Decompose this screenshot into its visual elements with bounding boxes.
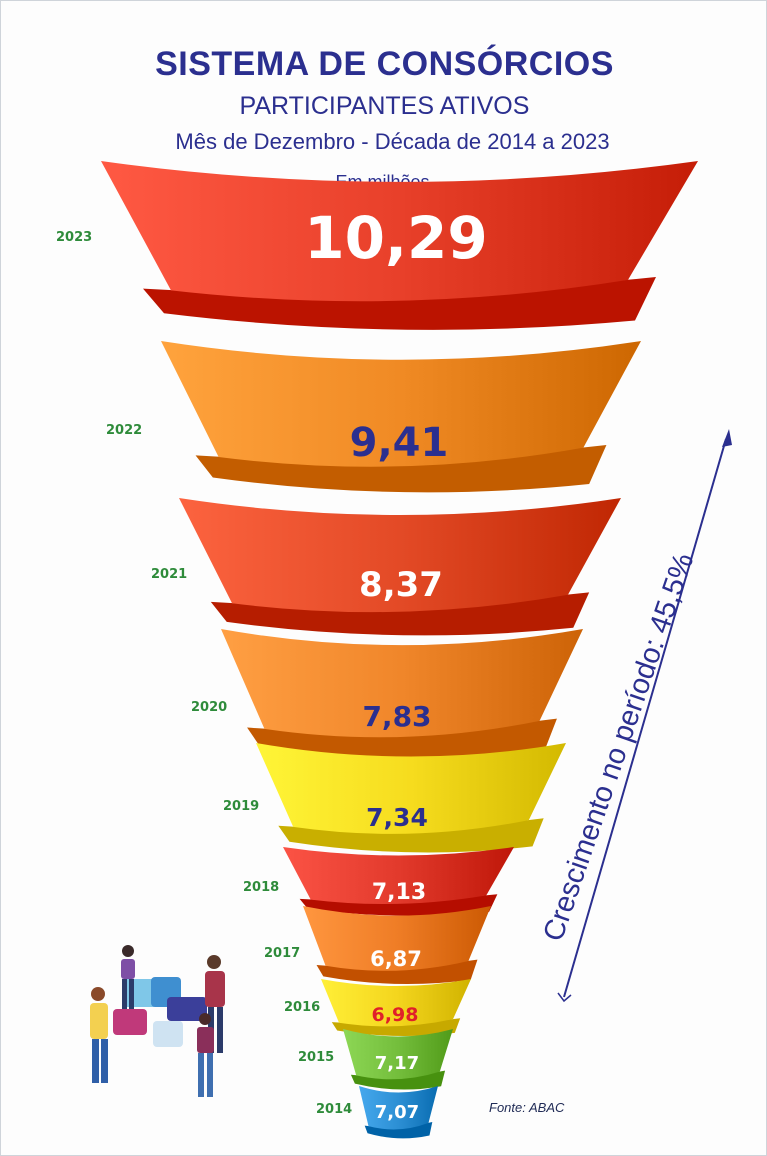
year-label: 2020 [191,700,227,715]
chart-subtitle: PARTICIPANTES ATIVOS [239,92,530,120]
value-label: 7,83 [362,700,431,733]
chart-title: SISTEMA DE CONSÓRCIOS [155,45,614,83]
growth-arrow [557,429,732,1003]
year-label: 2023 [56,230,92,245]
funnel-segment [221,629,583,738]
funnel-segment [359,1086,438,1130]
value-label: 10,29 [304,204,487,272]
source-note: Fonte: ABAC [489,1100,565,1115]
year-label: 2018 [243,880,279,895]
chart-period: Mês de Dezembro - Década de 2014 a 2023 [175,129,610,154]
funnel-segment [256,743,566,834]
funnel-segment [101,161,698,302]
value-label: 7,34 [366,803,428,832]
year-label: 2021 [151,567,187,582]
year-label: 2019 [223,799,259,814]
funnel-segment [321,979,471,1027]
value-label: 7,13 [372,880,426,905]
value-label: 7,07 [375,1102,419,1123]
value-label: 9,41 [350,420,449,466]
year-label: 2022 [106,423,142,438]
funnel-segment [179,498,621,613]
funnel-segment [283,847,514,905]
funnel-segment [161,341,641,467]
value-label: 6,87 [370,947,422,971]
year-label: 2016 [284,1000,320,1015]
value-label: 8,37 [359,565,443,605]
funnel-segment [343,1029,453,1080]
funnel-segment [303,906,491,971]
value-label: 7,17 [375,1053,419,1074]
year-label: 2014 [316,1102,352,1117]
year-label: 2015 [298,1050,334,1065]
year-label: 2017 [264,946,300,961]
value-label: 6,98 [372,1004,419,1026]
